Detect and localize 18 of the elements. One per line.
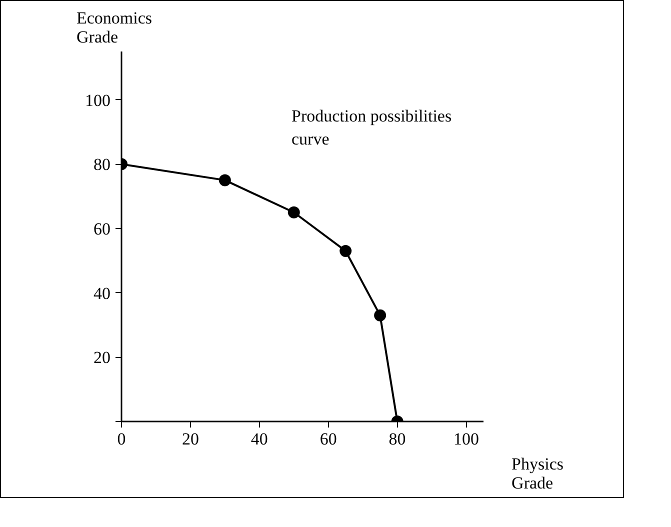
y-axis-title: Economics Grade: [76, 8, 152, 46]
y-tick-label: 20: [94, 348, 110, 368]
x-tick-label: 0: [117, 430, 126, 448]
x-tick-label: 80: [388, 430, 406, 448]
y-tick-label: 80: [94, 155, 110, 174]
point: [340, 244, 352, 257]
x-tick-label: 20: [182, 430, 199, 448]
point: [218, 174, 231, 186]
y-tick-label: 40: [94, 284, 110, 303]
y-tick-label: 100: [85, 90, 110, 110]
x-tick-label: 40: [250, 430, 268, 448]
x-tick-label: 60: [320, 430, 337, 448]
x-tick-label: 100: [454, 430, 480, 448]
y-tick-label: 60: [94, 219, 110, 238]
annotation: Production possibilities curve: [292, 106, 452, 148]
x-axis-title: Physics Grade: [512, 454, 564, 492]
point: [288, 206, 300, 218]
point: [374, 309, 386, 322]
